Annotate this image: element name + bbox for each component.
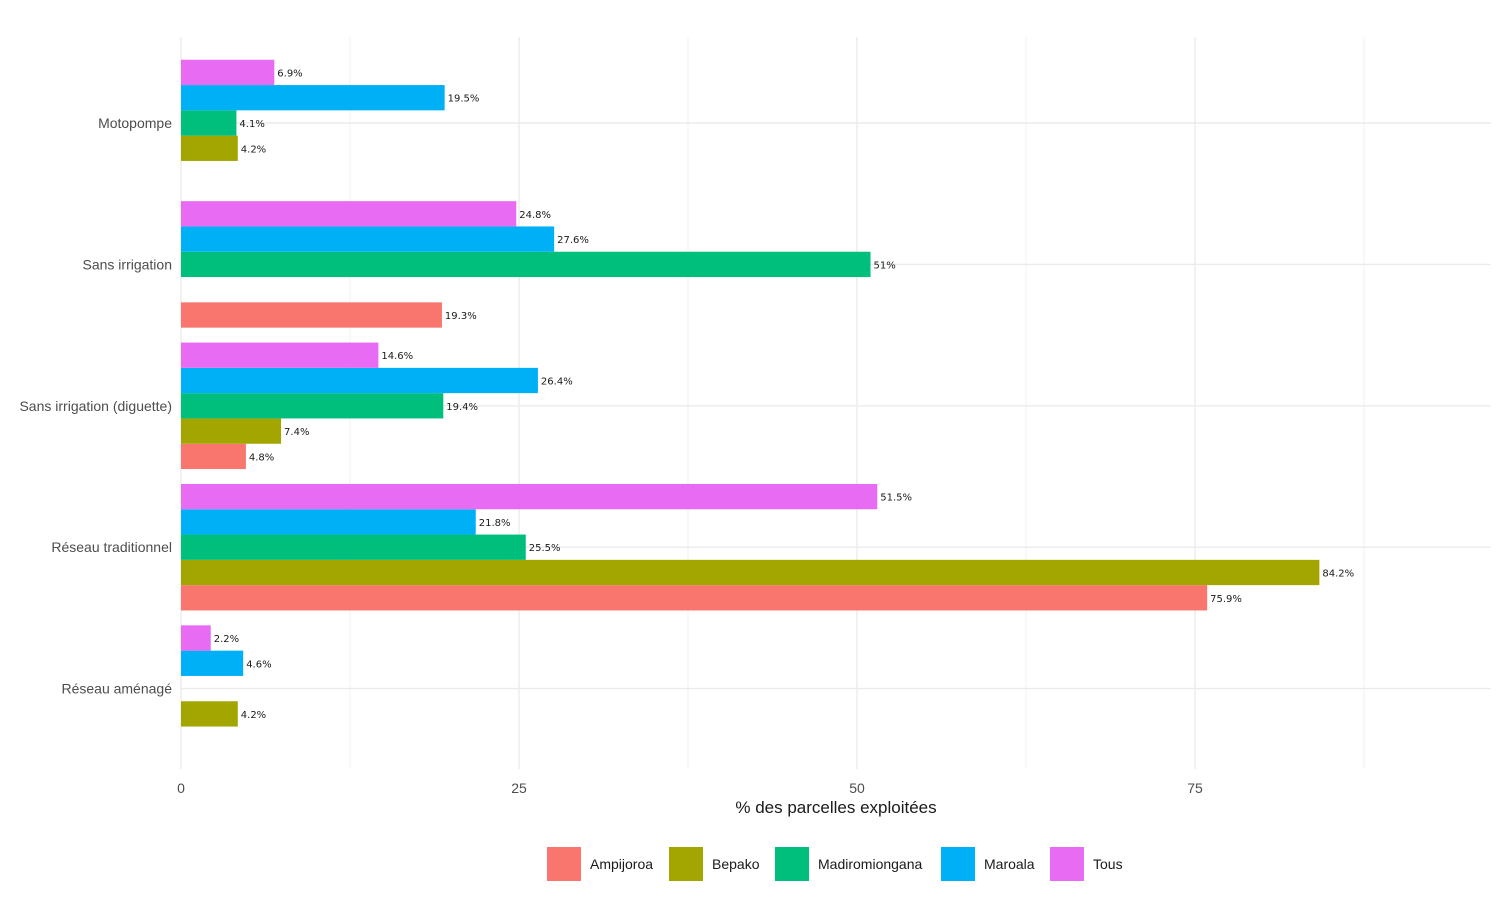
legend-label: Madiromiongana	[818, 856, 922, 872]
data-label: 2.2%	[214, 634, 239, 645]
bar	[181, 534, 526, 560]
legend-label: Ampijoroa	[590, 856, 653, 872]
category-label: Sans irrigation	[83, 256, 173, 272]
bar	[181, 650, 244, 676]
legend-swatch	[669, 847, 703, 881]
data-labels: 19.3% 4.8% 75.9% 4.2% 7.4% 84.2% 4.2% 4.1% 51% 19…	[214, 68, 1354, 721]
bar	[181, 135, 238, 161]
category-label: Réseau traditionnel	[51, 539, 172, 555]
legend-swatch	[775, 847, 809, 881]
category-label: Motopompe	[98, 115, 172, 131]
legend-swatch	[1050, 847, 1084, 881]
bars	[181, 59, 1320, 727]
category-labels: Motopompe Sans irrigation Sans irrigation …	[19, 115, 172, 697]
bar	[181, 483, 878, 510]
bar	[181, 342, 379, 368]
category-label: Sans irrigation (diguette)	[19, 398, 172, 414]
bar	[181, 559, 1320, 586]
bar	[181, 201, 517, 227]
legend: Ampijoroa Bepako Madiromiongana Maroala Tous	[547, 847, 1123, 881]
data-label: 4.6%	[246, 659, 271, 670]
bar	[181, 85, 445, 111]
legend-swatch	[941, 847, 975, 881]
legend-label: Maroala	[984, 856, 1035, 872]
category-label: Réseau aménagé	[61, 681, 172, 697]
bar	[181, 509, 476, 535]
data-label: 51%	[874, 260, 896, 271]
data-label: 4.8%	[249, 452, 274, 463]
x-tick-label: 50	[849, 780, 865, 796]
x-tick-labels: 0 25 50 75	[177, 780, 1203, 796]
data-label: 26.4%	[541, 377, 573, 388]
bar	[181, 393, 444, 419]
data-label: 4.1%	[239, 119, 264, 130]
x-tick-label: 0	[177, 780, 185, 796]
x-axis-title: % des parcelles exploitées	[735, 798, 936, 817]
legend-label: Bepako	[712, 856, 760, 872]
data-label: 4.2%	[241, 710, 266, 721]
bar	[181, 443, 246, 470]
bar	[181, 251, 871, 278]
data-label: 75.9%	[1210, 594, 1242, 605]
bar	[181, 625, 211, 651]
data-label: 21.8%	[479, 518, 511, 529]
data-label: 7.4%	[284, 427, 309, 438]
data-label: 19.5%	[448, 94, 480, 105]
data-label: 25.5%	[529, 543, 561, 554]
legend-label: Tous	[1093, 856, 1123, 872]
data-label: 19.4%	[446, 402, 478, 413]
bar	[181, 59, 275, 86]
bar	[181, 302, 442, 328]
data-label: 4.2%	[241, 144, 266, 155]
data-label: 14.6%	[381, 351, 413, 362]
legend-swatch	[547, 847, 581, 881]
bar	[181, 418, 282, 444]
data-label: 84.2%	[1322, 569, 1354, 580]
bar	[181, 585, 1208, 611]
bar	[181, 226, 555, 252]
data-label: 24.8%	[519, 210, 551, 221]
x-tick-label: 75	[1187, 780, 1203, 796]
data-label: 27.6%	[557, 235, 589, 246]
data-label: 6.9%	[277, 68, 302, 79]
bar	[181, 110, 237, 136]
data-label: 51.5%	[880, 493, 912, 504]
bar	[181, 367, 538, 394]
data-label: 19.3%	[445, 311, 477, 322]
bar	[181, 701, 238, 727]
x-tick-label: 25	[511, 780, 527, 796]
